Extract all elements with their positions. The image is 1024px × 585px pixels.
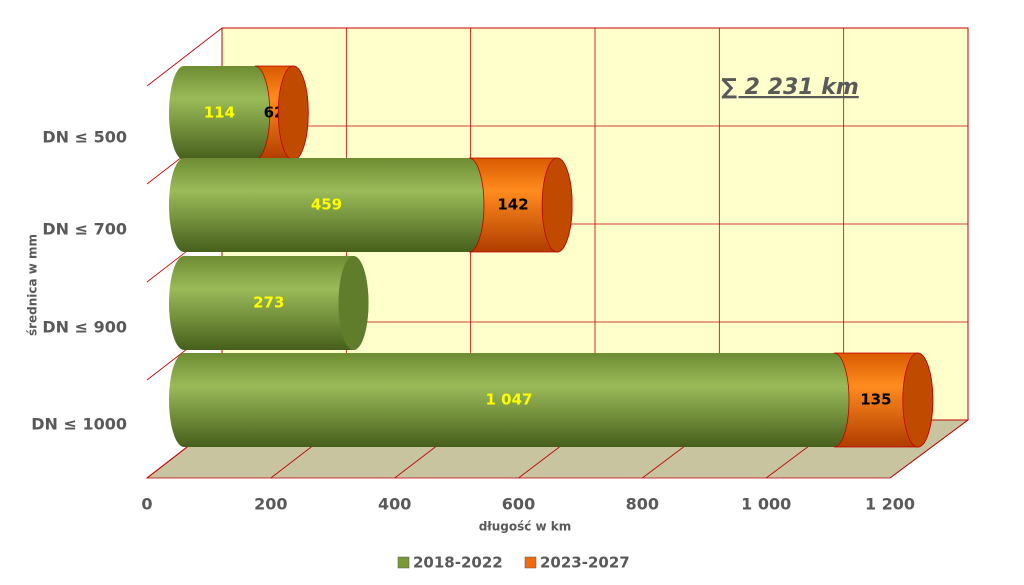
wall-line (146, 27, 223, 87)
y-tick-label: DN ≤ 500 (42, 128, 127, 147)
floor-line (889, 419, 969, 479)
x-tick-label: 800 (626, 495, 659, 514)
bar-cap (541, 157, 573, 253)
bar (169, 66, 270, 160)
value-label: 459 (311, 196, 342, 214)
legend-swatch (397, 556, 410, 569)
x-tick-label: 400 (378, 495, 411, 514)
x-tick-label: 1 000 (741, 495, 791, 514)
value-label: 273 (253, 294, 284, 312)
bar-cap (338, 256, 369, 350)
y-tick-label: DN ≤ 900 (42, 318, 127, 337)
legend-swatch (524, 556, 537, 569)
x-tick-label: 600 (502, 495, 535, 514)
value-label: 142 (497, 196, 528, 214)
x-axis-label: długość w km (479, 520, 572, 534)
x-tick-label: 0 (141, 495, 152, 514)
legend-label: 2023-2027 (540, 554, 630, 572)
annotation: ∑ 2 231 km (721, 75, 859, 100)
legend-label: 2018-2022 (413, 554, 503, 572)
bar-cap (277, 65, 309, 161)
value-label: 135 (860, 391, 891, 409)
y-axis-label: średnica w mm (26, 234, 40, 336)
x-tick-label: 200 (254, 495, 287, 514)
bar (169, 353, 850, 447)
y-tick-label: DN ≤ 1000 (31, 415, 127, 434)
y-tick-label: DN ≤ 700 (42, 220, 127, 239)
bar (169, 158, 484, 252)
bar (169, 256, 369, 350)
x-tick-label: 1 200 (865, 495, 915, 514)
bar-cap (902, 352, 934, 448)
legend: 2018-2022 2023-2027 (397, 554, 630, 572)
value-label: 1 047 (486, 391, 533, 409)
value-label: 114 (204, 104, 235, 122)
